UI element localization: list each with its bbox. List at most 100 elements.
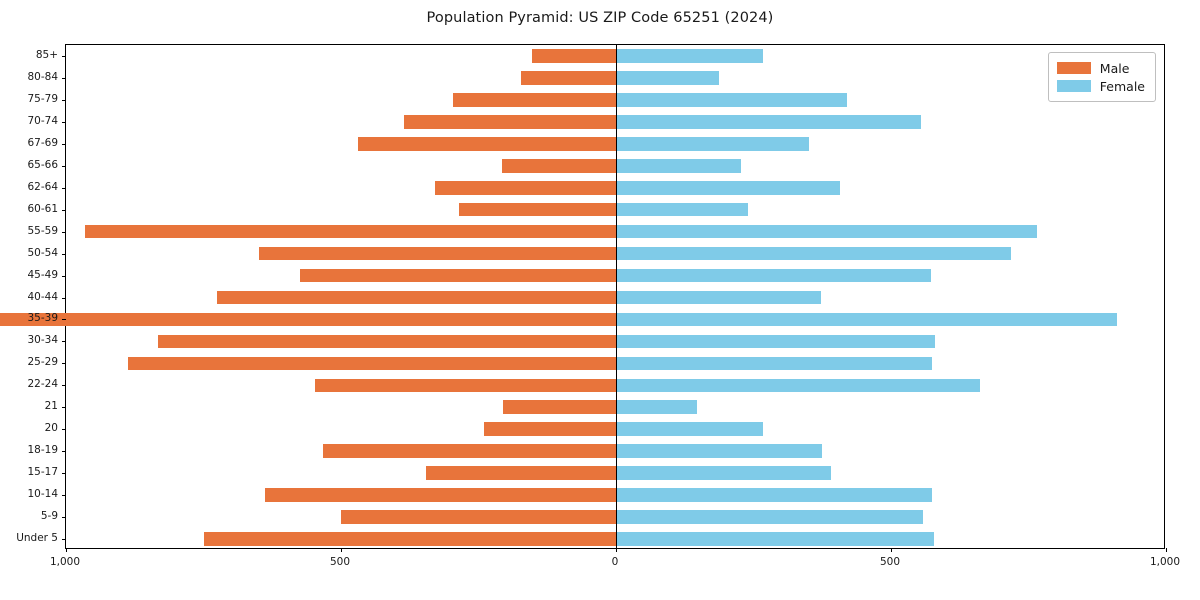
bar-row <box>66 246 1164 261</box>
y-tick-label: 55-59 <box>27 224 58 237</box>
legend-swatch-icon <box>1056 62 1091 74</box>
bar-female[interactable] <box>616 158 742 173</box>
bar-female[interactable] <box>616 488 933 502</box>
bar-female[interactable] <box>616 312 1117 327</box>
bar-male[interactable] <box>323 444 616 458</box>
bar-female[interactable] <box>616 400 698 415</box>
y-tick-label: 21 <box>44 400 58 413</box>
bar-male[interactable] <box>127 356 616 371</box>
bar-female[interactable] <box>616 532 934 546</box>
y-tick-mark <box>62 55 66 57</box>
y-tick-label: 25-29 <box>27 356 58 369</box>
y-tick-mark <box>62 319 66 321</box>
bar-male[interactable] <box>434 180 616 195</box>
bar-row <box>66 268 1164 283</box>
bar-male[interactable] <box>521 71 616 85</box>
legend-item[interactable]: Female <box>1056 77 1145 95</box>
y-tick-label: 35-39 <box>27 312 58 325</box>
bar-female[interactable] <box>616 290 821 305</box>
bar-male[interactable] <box>314 378 616 393</box>
bar-male[interactable] <box>459 202 616 217</box>
bar-female[interactable] <box>616 71 720 85</box>
bar-male[interactable] <box>357 136 616 151</box>
y-tick-label: 62-64 <box>27 180 58 193</box>
y-tick-label: 67-69 <box>27 136 58 149</box>
legend-item[interactable]: Male <box>1056 59 1145 77</box>
y-tick-label: Under 5 <box>16 532 58 545</box>
y-tick-label: 50-54 <box>27 246 58 259</box>
bar-row <box>66 532 1164 546</box>
bar-female[interactable] <box>616 422 764 437</box>
bar-row <box>66 488 1164 502</box>
bar-male[interactable] <box>299 268 616 283</box>
zero-axis-line <box>616 45 618 548</box>
bar-male[interactable] <box>341 510 616 524</box>
bar-row <box>66 136 1164 151</box>
y-tick-mark <box>62 341 66 343</box>
y-tick-mark <box>62 451 66 453</box>
bar-male[interactable] <box>484 422 616 437</box>
y-tick-mark <box>62 253 66 255</box>
y-tick-label: 60-61 <box>27 202 58 215</box>
bar-male[interactable] <box>532 49 616 63</box>
y-tick-mark <box>62 231 66 233</box>
bar-male[interactable] <box>217 290 616 305</box>
bar-male[interactable] <box>203 532 616 546</box>
y-tick-label: 80-84 <box>27 70 58 83</box>
bar-female[interactable] <box>616 510 923 524</box>
bar-row <box>66 422 1164 437</box>
bar-row <box>66 224 1164 239</box>
bar-male[interactable] <box>503 400 616 415</box>
bar-male[interactable] <box>501 158 616 173</box>
x-tick-mark <box>891 548 892 552</box>
bar-row <box>66 158 1164 173</box>
bar-female[interactable] <box>616 246 1011 261</box>
y-tick-mark <box>62 275 66 277</box>
bar-male[interactable] <box>0 312 616 327</box>
bar-female[interactable] <box>616 378 981 393</box>
chart-legend[interactable]: Male Female <box>1047 52 1156 102</box>
x-tick-mark <box>66 548 67 552</box>
bar-female[interactable] <box>616 202 748 217</box>
bar-female[interactable] <box>616 334 935 349</box>
chart-title: Population Pyramid: US ZIP Code 65251 (2… <box>426 10 774 26</box>
bar-female[interactable] <box>616 268 931 283</box>
bar-male[interactable] <box>258 246 616 261</box>
bar-female[interactable] <box>616 136 809 151</box>
y-tick-label: 15-17 <box>27 466 58 479</box>
y-tick-mark <box>62 539 66 541</box>
legend-label: Male <box>1099 60 1130 76</box>
y-tick-mark <box>62 297 66 299</box>
y-tick-mark <box>62 495 66 497</box>
y-tick-mark <box>62 187 66 189</box>
bar-female[interactable] <box>616 356 933 371</box>
x-tick-mark <box>616 548 617 552</box>
bar-female[interactable] <box>616 180 841 195</box>
y-tick-label: 45-49 <box>27 268 58 281</box>
bar-female[interactable] <box>616 444 823 458</box>
bar-female[interactable] <box>616 224 1037 239</box>
bar-female[interactable] <box>616 466 831 480</box>
bar-female[interactable] <box>616 115 922 129</box>
x-tick-label: 500 <box>329 556 351 568</box>
y-tick-label: 22-24 <box>27 378 58 391</box>
y-tick-mark <box>62 165 66 167</box>
y-tick-label: 30-34 <box>27 334 58 347</box>
bar-female[interactable] <box>616 49 764 63</box>
bar-row <box>66 444 1164 458</box>
y-tick-label: 75-79 <box>27 92 58 105</box>
bar-male[interactable] <box>426 466 616 480</box>
bar-female[interactable] <box>616 93 847 107</box>
y-tick-label: 70-74 <box>27 114 58 127</box>
bar-male[interactable] <box>404 115 616 129</box>
y-tick-label: 85+ <box>35 48 58 61</box>
bars-layer <box>0 45 1164 548</box>
x-tick-label: 1,000 <box>49 556 81 568</box>
bar-male[interactable] <box>265 488 616 502</box>
y-tick-label: 65-66 <box>27 158 58 171</box>
y-tick-mark <box>62 473 66 475</box>
bar-male[interactable] <box>85 224 616 239</box>
y-tick-mark <box>62 143 66 145</box>
bar-male[interactable] <box>452 93 616 107</box>
bar-male[interactable] <box>158 334 616 349</box>
